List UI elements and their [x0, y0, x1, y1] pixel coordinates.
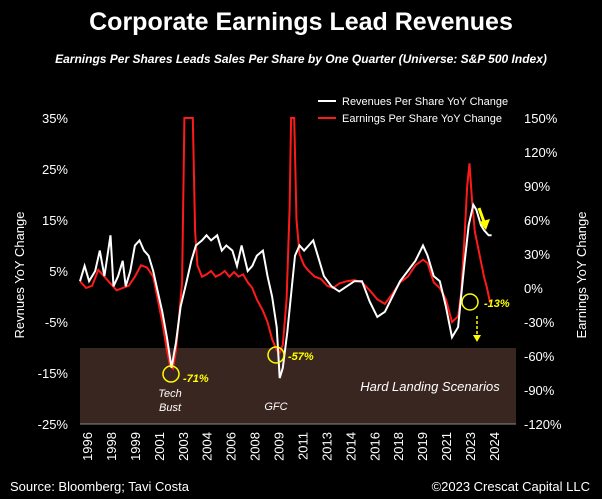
chart-title: Corporate Earnings Lead Revenues	[89, 8, 513, 36]
right-tick-label: 120%	[524, 145, 558, 160]
x-tick-label: 2019	[415, 432, 430, 461]
x-tick-label: 2006	[224, 432, 239, 461]
right-axis: 150% 120% 90% 60% 30% 0% -30% -60% -90% -120%	[524, 111, 562, 432]
left-tick-label: 25%	[42, 162, 68, 177]
x-axis: 1996 1998 1999 2001 2003 2004 2006 2008 2009 2011…	[80, 423, 516, 461]
tech-bust-marker	[162, 365, 180, 383]
gfc-marker	[267, 346, 285, 364]
current-marker	[461, 293, 479, 311]
x-tick-label: 2008	[248, 432, 263, 461]
right-tick-label: 0%	[524, 281, 543, 296]
gfc-label: GFC	[264, 401, 287, 413]
x-tick-label: 1998	[104, 432, 119, 461]
current-value: -13%	[484, 298, 510, 310]
right-tick-label: 150%	[524, 111, 558, 126]
right-tick-label: 30%	[524, 247, 550, 262]
x-tick-label: 2013	[319, 432, 334, 461]
earnings-series-line	[79, 117, 492, 371]
revenues-series-line	[79, 202, 492, 379]
left-tick-label: -5%	[45, 315, 69, 330]
left-tick-label: -25%	[38, 417, 69, 432]
left-tick-label: -15%	[38, 366, 69, 381]
x-tick-label: 2021	[439, 432, 454, 461]
footer-copyright: ©2023 Crescat Capital LLC	[431, 479, 590, 494]
x-tick-label: 1999	[128, 432, 143, 461]
right-tick-label: 90%	[524, 179, 550, 194]
dashed-down-arrow-icon	[473, 316, 481, 342]
right-tick-label: -60%	[524, 349, 555, 364]
gfc-value: -57%	[288, 351, 314, 363]
x-tick-label: 2001	[152, 432, 167, 461]
left-axis: 35% 25% 15% 5% -5% -15% -25%	[38, 111, 69, 432]
chart-subtitle: Earnings Per Shares Leads Sales Per Shar…	[55, 52, 547, 66]
hard-landing-zone	[80, 348, 516, 424]
right-tick-label: -120%	[524, 417, 562, 432]
tech-bust-label-line1: Tech	[158, 388, 181, 400]
left-tick-label: 35%	[42, 111, 68, 126]
x-tick-label: 2018	[391, 432, 406, 461]
tech-bust-value: -71%	[183, 373, 209, 385]
right-axis-title: Earnings YoY Change	[574, 212, 589, 339]
hard-landing-label: Hard Landing Scenarios	[360, 379, 500, 394]
x-tick-label: 2009	[272, 432, 287, 461]
left-tick-label: 5%	[49, 264, 68, 279]
right-tick-label: -30%	[524, 315, 555, 330]
footer-source: Source: Bloomberg; Tavi Costa	[10, 479, 189, 494]
x-tick-label: 2023	[463, 432, 478, 461]
legend-label-revenues: Revenues Per Share YoY Change	[342, 96, 508, 108]
x-tick-label: 2004	[200, 432, 215, 461]
x-tick-label: 2003	[176, 432, 191, 461]
legend-label-earnings: Earnings Per Share YoY Change	[342, 113, 502, 125]
down-arrow-icon	[477, 207, 490, 230]
right-tick-label: -90%	[524, 383, 555, 398]
x-tick-label: 2016	[367, 432, 382, 461]
right-tick-label: 60%	[524, 213, 550, 228]
x-tick-label: 2011	[295, 432, 310, 460]
x-tick-label: 2024	[487, 432, 502, 461]
left-axis-title: Revnues YoY Change	[12, 212, 27, 339]
left-tick-label: 15%	[42, 213, 68, 228]
tech-bust-label-line2: Bust	[159, 402, 182, 414]
x-tick-label: 1996	[80, 432, 95, 461]
x-tick-label: 2014	[343, 432, 358, 461]
